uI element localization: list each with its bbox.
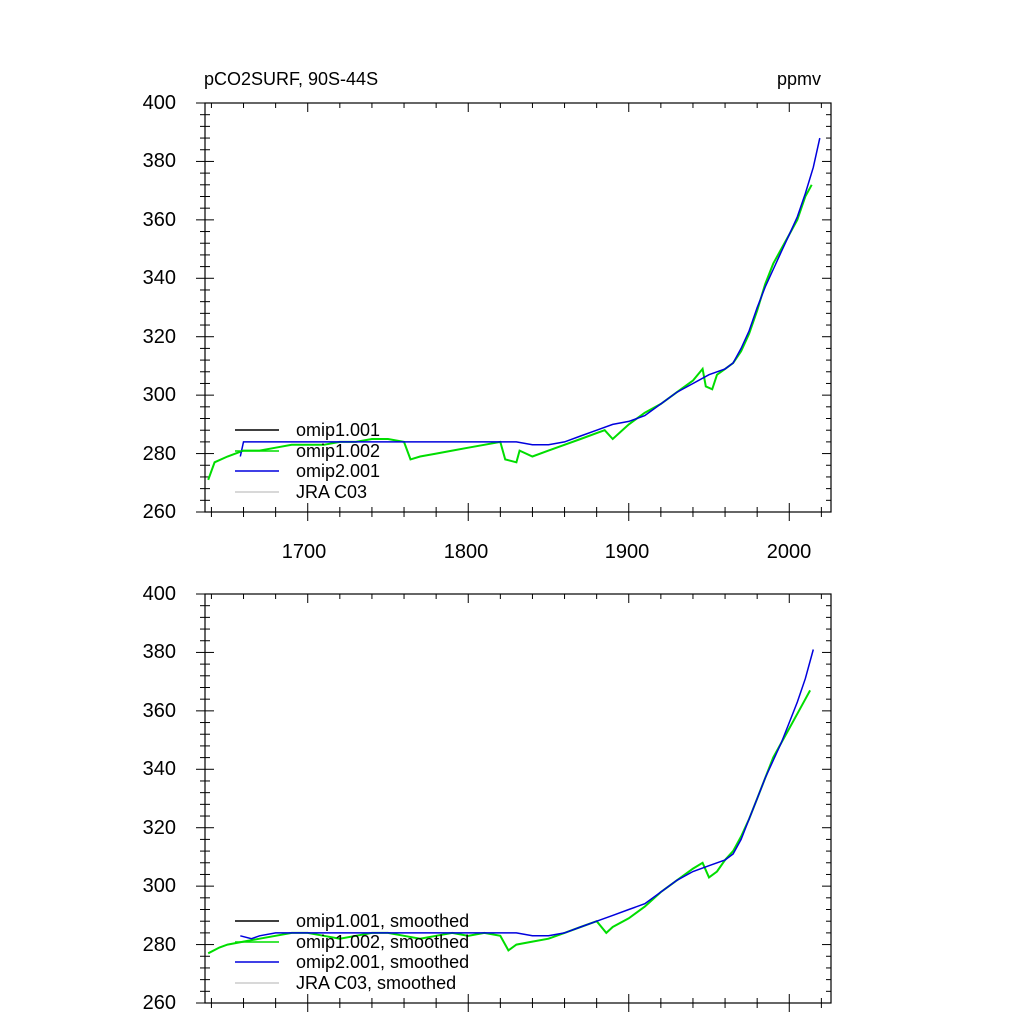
series-line-omip2-001-smoothed <box>240 649 815 940</box>
major-ticks <box>196 593 831 1012</box>
legend-label: JRA C03, smoothed <box>296 973 456 993</box>
y-tick-label: 360 <box>143 700 176 722</box>
y-tick-label: 260 <box>143 501 176 523</box>
y-tick-label: 380 <box>143 641 176 663</box>
x-tick-label: 1700 <box>282 541 327 563</box>
x-tick-label: 2000 <box>767 541 812 563</box>
legend-label: omip1.002, smoothed <box>296 932 469 952</box>
minor-ticks <box>200 103 831 517</box>
y-tick-label: 280 <box>143 934 176 956</box>
top-panel: pCO2SURF, 90S-44S ppmv 260 280 300 320 3… <box>143 69 832 563</box>
bottom-panel: 260 280 300 320 340 360 380 400 omip1.00… <box>143 583 832 1014</box>
major-ticks <box>196 102 831 521</box>
y-tick-label: 300 <box>143 875 176 897</box>
y-tick-label: 320 <box>143 326 176 348</box>
x-tick-label: 1900 <box>605 541 650 563</box>
y-tick-label: 340 <box>143 267 176 289</box>
minor-ticks <box>200 594 831 1008</box>
legend-label: omip2.001, smoothed <box>296 952 469 972</box>
x-tick-label: 1800 <box>444 541 489 563</box>
legend: omip1.001, smoothed omip1.002, smoothed … <box>235 911 469 993</box>
legend-label: omip1.002 <box>296 441 380 461</box>
legend-label: omip1.001 <box>296 420 380 440</box>
legend-label: omip2.001 <box>296 461 380 481</box>
y-tick-label: 300 <box>143 384 176 406</box>
units-label: ppmv <box>777 69 821 89</box>
series-line-omip2-001 <box>239 137 821 457</box>
y-tick-label: 340 <box>143 758 176 780</box>
plot-frame <box>204 102 832 513</box>
y-tick-label: 400 <box>143 92 176 114</box>
y-tick-label: 280 <box>143 443 176 465</box>
series-line-omip1-002 <box>207 184 813 481</box>
legend: omip1.001 omip1.002 omip2.001 JRA C03 <box>235 420 380 502</box>
plot-frame <box>204 593 832 1004</box>
legend-label: omip1.001, smoothed <box>296 911 469 931</box>
legend-label: JRA C03 <box>296 482 367 502</box>
y-tick-label: 260 <box>143 992 176 1014</box>
chart-title: pCO2SURF, 90S-44S <box>204 69 378 89</box>
y-tick-label: 320 <box>143 817 176 839</box>
y-tick-label: 360 <box>143 209 176 231</box>
y-tick-label: 380 <box>143 150 176 172</box>
y-tick-label: 400 <box>143 583 176 605</box>
